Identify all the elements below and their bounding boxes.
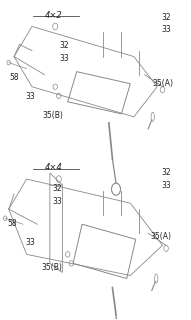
Text: 35(B): 35(B) bbox=[41, 263, 62, 272]
Text: 33: 33 bbox=[26, 92, 36, 101]
Text: 4×2: 4×2 bbox=[45, 11, 63, 20]
Text: 33: 33 bbox=[161, 181, 171, 190]
Text: 32: 32 bbox=[60, 41, 69, 50]
Text: 33: 33 bbox=[60, 54, 70, 63]
Text: 35(B): 35(B) bbox=[43, 111, 64, 120]
Text: 32: 32 bbox=[161, 168, 171, 177]
Text: 33: 33 bbox=[52, 197, 62, 206]
Text: 4×4: 4×4 bbox=[45, 163, 63, 172]
Text: 58: 58 bbox=[7, 219, 17, 228]
Text: 35(A): 35(A) bbox=[152, 79, 173, 88]
Text: 33: 33 bbox=[26, 238, 36, 247]
Text: 32: 32 bbox=[161, 13, 171, 22]
Text: 58: 58 bbox=[9, 73, 19, 82]
Text: 32: 32 bbox=[52, 184, 62, 193]
Text: 33: 33 bbox=[161, 25, 171, 35]
Text: 35(A): 35(A) bbox=[150, 232, 171, 241]
